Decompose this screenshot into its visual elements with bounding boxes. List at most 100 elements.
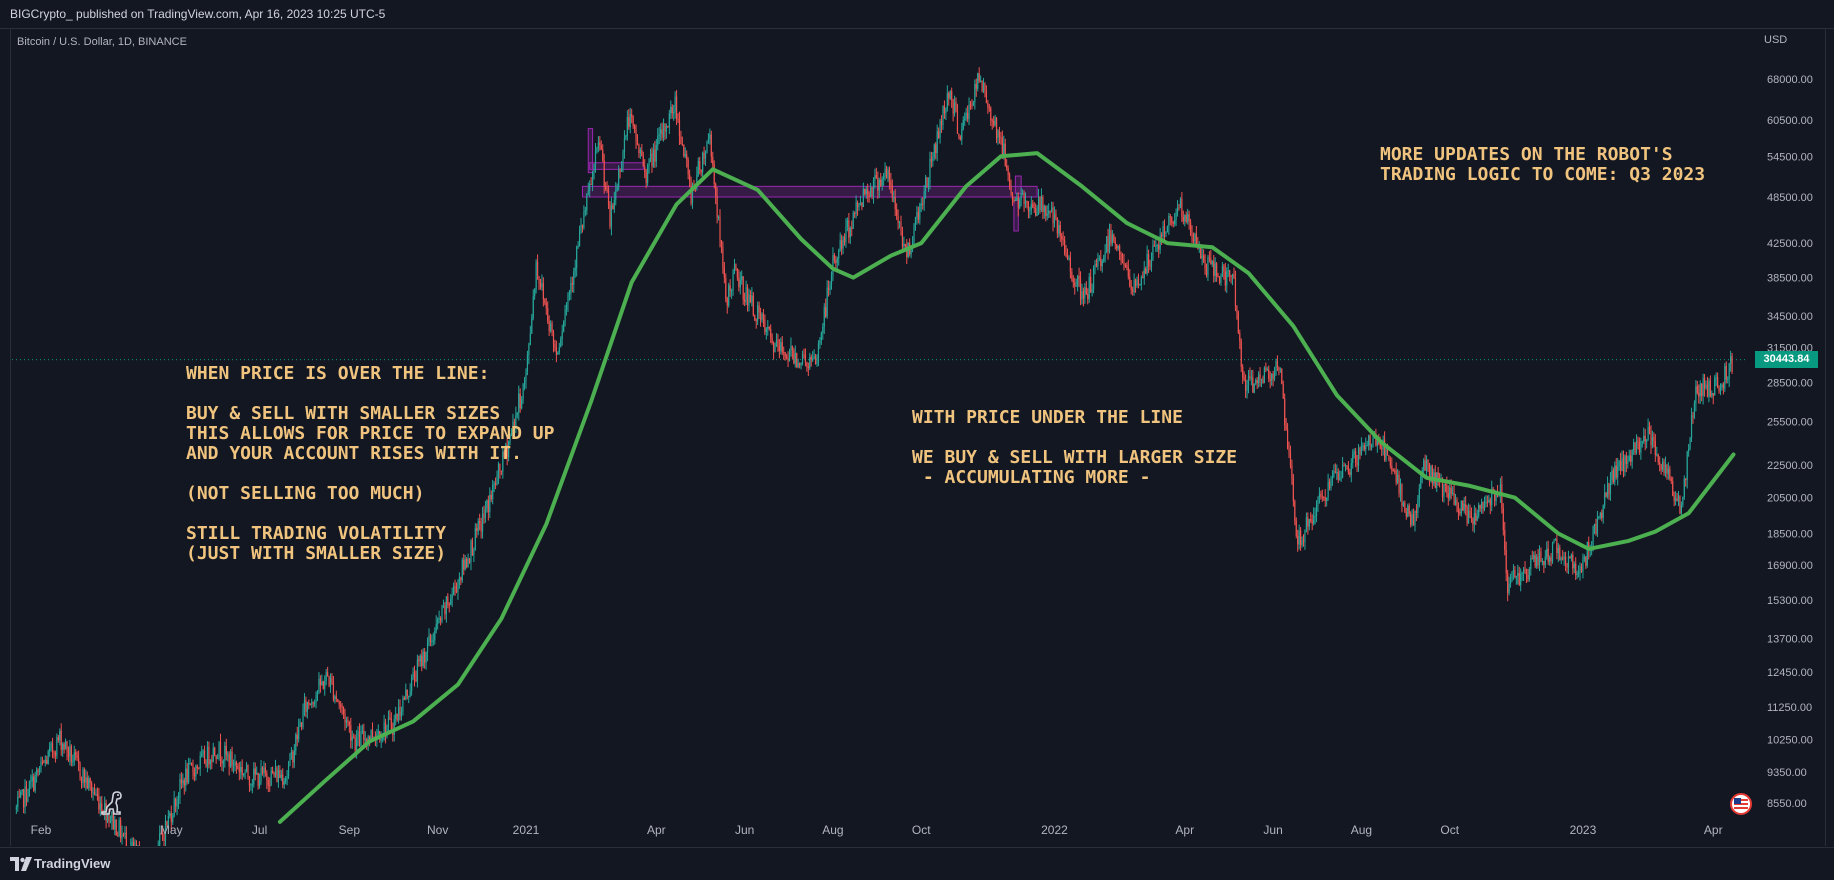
candle-body (1086, 287, 1087, 294)
candle-body (1550, 557, 1551, 561)
candle-body (391, 719, 392, 730)
candle-body (802, 354, 803, 363)
candle-body (1606, 493, 1607, 497)
candle-body (1704, 378, 1705, 388)
candle-body (273, 773, 274, 776)
candle-body (937, 131, 938, 153)
candle-body (331, 678, 332, 683)
candle-body (311, 702, 312, 705)
candle-body (1365, 445, 1366, 449)
time-tick-label: Jun (1263, 823, 1282, 837)
candle-body (744, 300, 745, 302)
candle-body (1517, 573, 1518, 576)
candle-body (1293, 479, 1294, 502)
candle-body (310, 704, 311, 705)
candle-body (767, 327, 768, 328)
candle-body (1006, 166, 1007, 169)
candle-body (327, 672, 328, 676)
candle-body (1002, 138, 1003, 154)
candle-body (1621, 458, 1622, 471)
candle-body (298, 727, 299, 740)
candle-body (711, 134, 712, 156)
candle-body (572, 283, 573, 285)
candle-body (832, 255, 833, 276)
candle-body (1067, 256, 1068, 259)
candle-body (1627, 461, 1628, 464)
candle-body (796, 353, 797, 367)
candle-body (291, 752, 292, 754)
time-tick-label: 2021 (513, 823, 540, 837)
candle-body (1229, 270, 1230, 275)
dinosaur-icon[interactable] (98, 790, 126, 816)
candle-body (1312, 521, 1313, 524)
candle-body (266, 773, 267, 780)
candle-body (536, 262, 537, 290)
candle-body (966, 113, 967, 119)
candle-body (181, 779, 182, 783)
candle-body (1032, 204, 1033, 208)
candle-body (939, 121, 940, 138)
candle-body (602, 150, 603, 160)
candle-body (43, 762, 44, 763)
candle-body (205, 763, 206, 766)
candle-body (1041, 197, 1042, 210)
candle-body (1139, 285, 1140, 286)
candle-body (1425, 460, 1426, 471)
candle-body (440, 618, 441, 621)
candle-body (1484, 504, 1485, 509)
candle-body (1174, 220, 1175, 224)
candle-body (1582, 559, 1583, 571)
candle-body (782, 342, 783, 352)
candle-body (528, 344, 529, 355)
candle-body (1294, 501, 1295, 521)
candle-body (608, 191, 609, 204)
tradingview-brand[interactable]: TradingView (34, 856, 110, 871)
candle-body (977, 73, 978, 89)
candle-body (916, 212, 917, 218)
time-tick-label: Oct (1440, 823, 1459, 837)
candle-body (1061, 236, 1062, 239)
candle-body (845, 226, 846, 242)
candle-body (94, 792, 95, 795)
candle-body (605, 187, 606, 190)
candle-body (683, 145, 684, 157)
candle-body (268, 780, 269, 785)
candle-body (124, 833, 125, 835)
candle-body (1626, 456, 1627, 464)
candle-body (887, 170, 888, 178)
candle-body (1461, 500, 1462, 513)
candle-body (401, 712, 402, 716)
candle-body (563, 322, 564, 331)
candle-body (453, 586, 454, 594)
candle-body (1527, 575, 1528, 580)
candle-body (259, 782, 260, 787)
candle-body (1255, 380, 1256, 384)
candle-body (289, 754, 290, 765)
candle-body (1695, 386, 1696, 403)
candle-body (69, 746, 70, 757)
candle-body (320, 679, 321, 685)
candle-body (1118, 246, 1119, 249)
candle-body (24, 786, 25, 807)
us-flag-icon[interactable] (1730, 793, 1752, 815)
candle-body (1456, 500, 1457, 506)
candle-body (1181, 199, 1182, 217)
candle-body (1238, 312, 1239, 332)
candle-body (900, 222, 901, 231)
tradingview-logo-icon[interactable] (10, 857, 32, 871)
candle-body (1685, 479, 1686, 480)
candle-body (405, 690, 406, 700)
candle-body (770, 329, 771, 337)
candle-body (769, 327, 770, 329)
candle-body (840, 240, 841, 250)
candle-body (1329, 482, 1330, 488)
candle-body (586, 193, 587, 210)
candle-body (628, 117, 629, 127)
candle-body (1012, 193, 1013, 199)
candle-body (709, 134, 710, 138)
candle-body (557, 352, 558, 354)
candle-body (1206, 270, 1207, 276)
candle-body (252, 784, 253, 785)
candle-body (1581, 567, 1582, 571)
candle-body (1711, 393, 1712, 396)
